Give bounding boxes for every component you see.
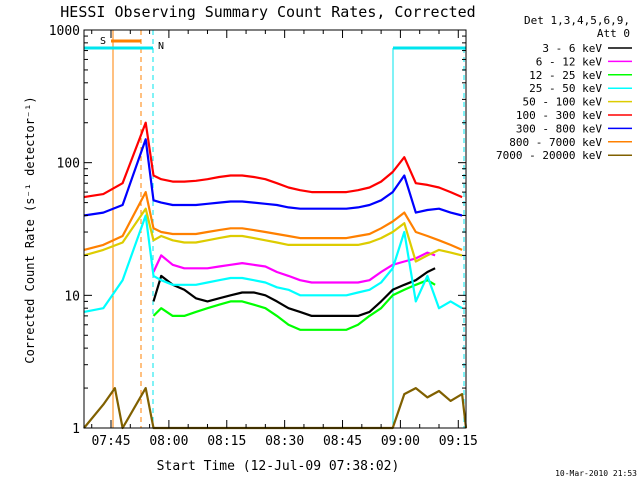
legend-label-2: 12 - 25 keV bbox=[529, 69, 602, 82]
series-line-4 bbox=[83, 207, 463, 263]
legend-label-4: 50 - 100 keV bbox=[523, 96, 603, 109]
axis-ticks: 1 10 100 1000 07:45 08:00 08:15 08:30 08:45 09:00… bbox=[49, 24, 478, 449]
x-tick-label: 09:15 bbox=[439, 434, 478, 449]
n-marker-label: N bbox=[158, 41, 164, 52]
x-tick-label: 08:00 bbox=[149, 434, 188, 449]
y-tick-label: 10 bbox=[64, 289, 80, 304]
y-tick-label: 1 bbox=[72, 422, 80, 437]
series-line-2 bbox=[152, 279, 436, 331]
series-line-3 bbox=[83, 214, 463, 313]
x-tick-label: 07:45 bbox=[91, 434, 130, 449]
series-line-8 bbox=[83, 387, 468, 430]
timestamp: 10-Mar-2010 21:53 bbox=[555, 469, 637, 478]
legend-label-5: 100 - 300 keV bbox=[516, 109, 602, 122]
series-line-6 bbox=[83, 138, 463, 217]
series-line-0 bbox=[152, 267, 436, 317]
y-tick-label: 1000 bbox=[49, 24, 80, 39]
series-line-1 bbox=[152, 251, 436, 284]
series-line-5 bbox=[83, 121, 463, 199]
x-tick-label: 09:00 bbox=[381, 434, 420, 449]
legend-label-0: 3 - 6 keV bbox=[542, 42, 602, 55]
legend-label-1: 6 - 12 keV bbox=[536, 55, 603, 68]
x-tick-label: 08:45 bbox=[323, 434, 362, 449]
legend-header-line-1: Det 1,3,4,5,6,9, bbox=[524, 14, 630, 27]
chart-title: HESSI Observing Summary Count Rates, Cor… bbox=[60, 3, 475, 21]
legend-header-line-2: Att 0 bbox=[597, 27, 630, 40]
y-axis-label: Corrected Count Rate (s⁻¹ detector⁻¹) bbox=[23, 96, 37, 363]
plot-frame bbox=[83, 29, 467, 429]
legend-label-7: 800 - 7000 keV bbox=[509, 136, 602, 149]
legend-label-6: 300 - 800 keV bbox=[516, 122, 602, 135]
legend-label-8: 7000 - 20000 keV bbox=[496, 149, 602, 162]
x-tick-label: 08:15 bbox=[207, 434, 246, 449]
legend-label-3: 25 - 50 keV bbox=[529, 82, 602, 95]
s-marker-label: S bbox=[100, 36, 106, 47]
y-tick-label: 100 bbox=[57, 157, 80, 172]
x-tick-label: 08:30 bbox=[265, 434, 304, 449]
series-line-7 bbox=[83, 191, 463, 251]
series-layer bbox=[83, 121, 468, 430]
x-axis-label: Start Time (12-Jul-09 07:38:02) bbox=[157, 459, 400, 474]
